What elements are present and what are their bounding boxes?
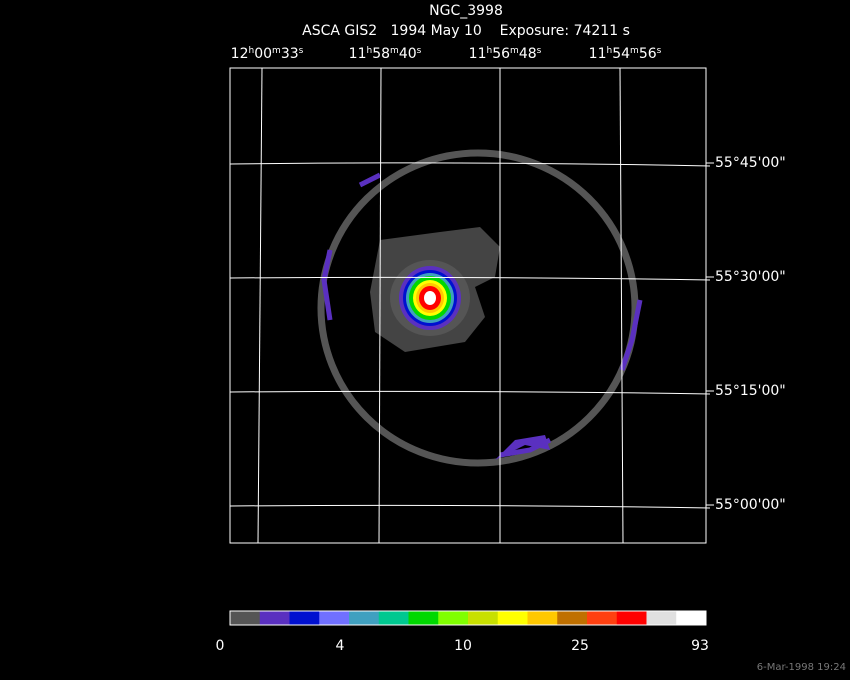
dec-label: 55°15'00" [715,383,786,399]
ra-label-part: 40 [399,46,417,62]
colorbar-swatch [616,611,647,625]
coordinate-grid [229,67,711,544]
ra-label-part: 11 [349,46,367,62]
ra-grid-line [257,67,263,544]
colorbar: 0 4 10 25 93 [216,610,709,654]
ra-label-part: h [486,46,492,56]
ra-label-part: 56 [639,46,657,62]
ring [317,149,639,467]
ra-label-part: 00 [254,46,272,62]
ra-label-part: 12 [231,46,249,62]
title: NGC_3998 [429,3,503,19]
colorbar-swatch [557,611,588,625]
emission [317,149,643,467]
colorbar-swatch [438,611,469,625]
ra-label-part: 54 [612,46,630,62]
ra-label-part: h [366,46,372,56]
colorbar-label: 25 [571,638,589,654]
dec-grid-line [229,390,711,395]
core [424,291,436,305]
ra-label: 11h58m40s [349,46,422,62]
ra-label-part: 58 [372,46,390,62]
dec-labels: 55°45'00" 55°30'00" 55°15'00" 55°00'00" [706,155,786,513]
ra-label-part: 11 [589,46,607,62]
ra-label-part: 33 [281,46,299,62]
colorbar-label: 0 [216,638,225,654]
colorbar-label: 93 [691,638,709,654]
ra-label-part: s [657,46,662,56]
ra-label-part: m [510,46,519,56]
timestamp: 6-Mar-1998 19:24 [757,662,846,673]
dec-grid-line [229,162,711,167]
colorbar-swatch [230,611,261,625]
dec-label: 55°00'00" [715,497,786,513]
dec-grid-line [229,276,711,281]
dec-label: 55°30'00" [715,269,786,285]
colorbar-swatch [408,611,439,625]
subtitle: ASCA GIS2 1994 May 10 Exposure: 74211 s [302,23,630,39]
colorbar-frame [229,610,707,626]
colorbar-swatch [646,611,677,625]
ra-label-part: s [417,46,422,56]
ra-label-part: s [537,46,542,56]
ra-label-part: h [606,46,612,56]
colorbar-swatch [349,611,380,625]
colorbar-swatch [378,611,409,625]
ring-edge [321,172,643,458]
ra-grid-line [619,67,624,544]
colorbar-swatch [319,611,350,625]
colorbar-swatch [527,611,558,625]
ra-label: 12h00m33s [231,46,304,62]
colorbar-swatch [676,611,707,625]
ra-label-part: m [272,46,281,56]
ra-label-part: 56 [492,46,510,62]
ra-label-part: 48 [519,46,537,62]
dec-label: 55°45'00" [715,155,786,171]
colorbar-swatch [468,611,499,625]
colorbar-swatch [289,611,320,625]
colorbar-swatch [587,611,618,625]
colorbar-label: 10 [454,638,472,654]
colorbar-swatch [259,611,290,625]
ra-label: 11h54m56s [589,46,662,62]
ra-label-part: m [630,46,639,56]
colorbar-label: 4 [336,638,345,654]
ra-label-part: m [390,46,399,56]
ring-blob [495,435,550,460]
colorbar-swatch [497,611,528,625]
ra-labels: 12h00m33s 11h58m40s 11h56m48s 11h54m56s [231,46,662,62]
frame [229,67,707,544]
ra-label: 11h56m48s [469,46,542,62]
dec-grid-line [229,504,711,509]
ra-grid-line [378,67,382,544]
ra-label-part: h [248,46,254,56]
ra-label-part: 11 [469,46,487,62]
ra-label-part: s [299,46,304,56]
